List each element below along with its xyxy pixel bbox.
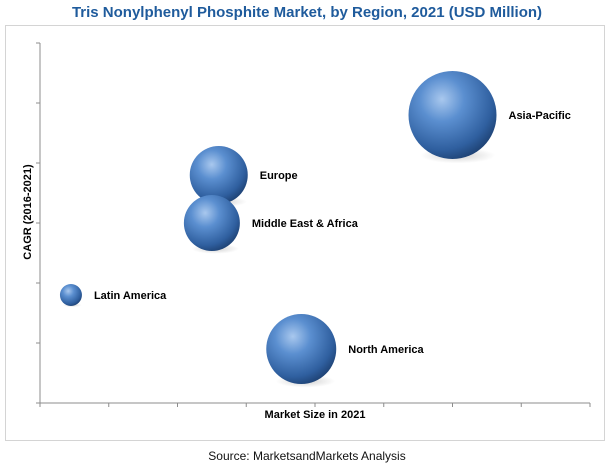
bubble-asia-pacific [408,71,497,159]
chart-title: Tris Nonylphenyl Phosphite Market, by Re… [71,4,543,21]
bubble-latin-america [59,284,82,306]
bubble-europe [189,146,248,204]
y-axis-title: CAGR (2016-2021) [22,164,34,260]
axes [36,42,591,407]
bubble-north-america [266,314,337,384]
bubble-label-asia-pacific: Asia-Pacific [509,110,571,122]
bubble-label-latin-america: Latin America [94,290,167,302]
bubbles-layer [59,71,497,388]
bubble-label-middle-east-africa: Middle East & Africa [252,218,359,230]
bubble-label-north-america: North America [348,344,424,356]
x-axis-title: Market Size in 2021 [265,409,366,421]
labels-layer: Asia-Pacific Europe Middle East & Africa La… [94,110,571,356]
bubble-label-europe: Europe [260,170,298,182]
bubble-middle-east-africa [183,195,240,251]
source-note: Source: MarketsandMarkets Analysis [208,449,406,463]
